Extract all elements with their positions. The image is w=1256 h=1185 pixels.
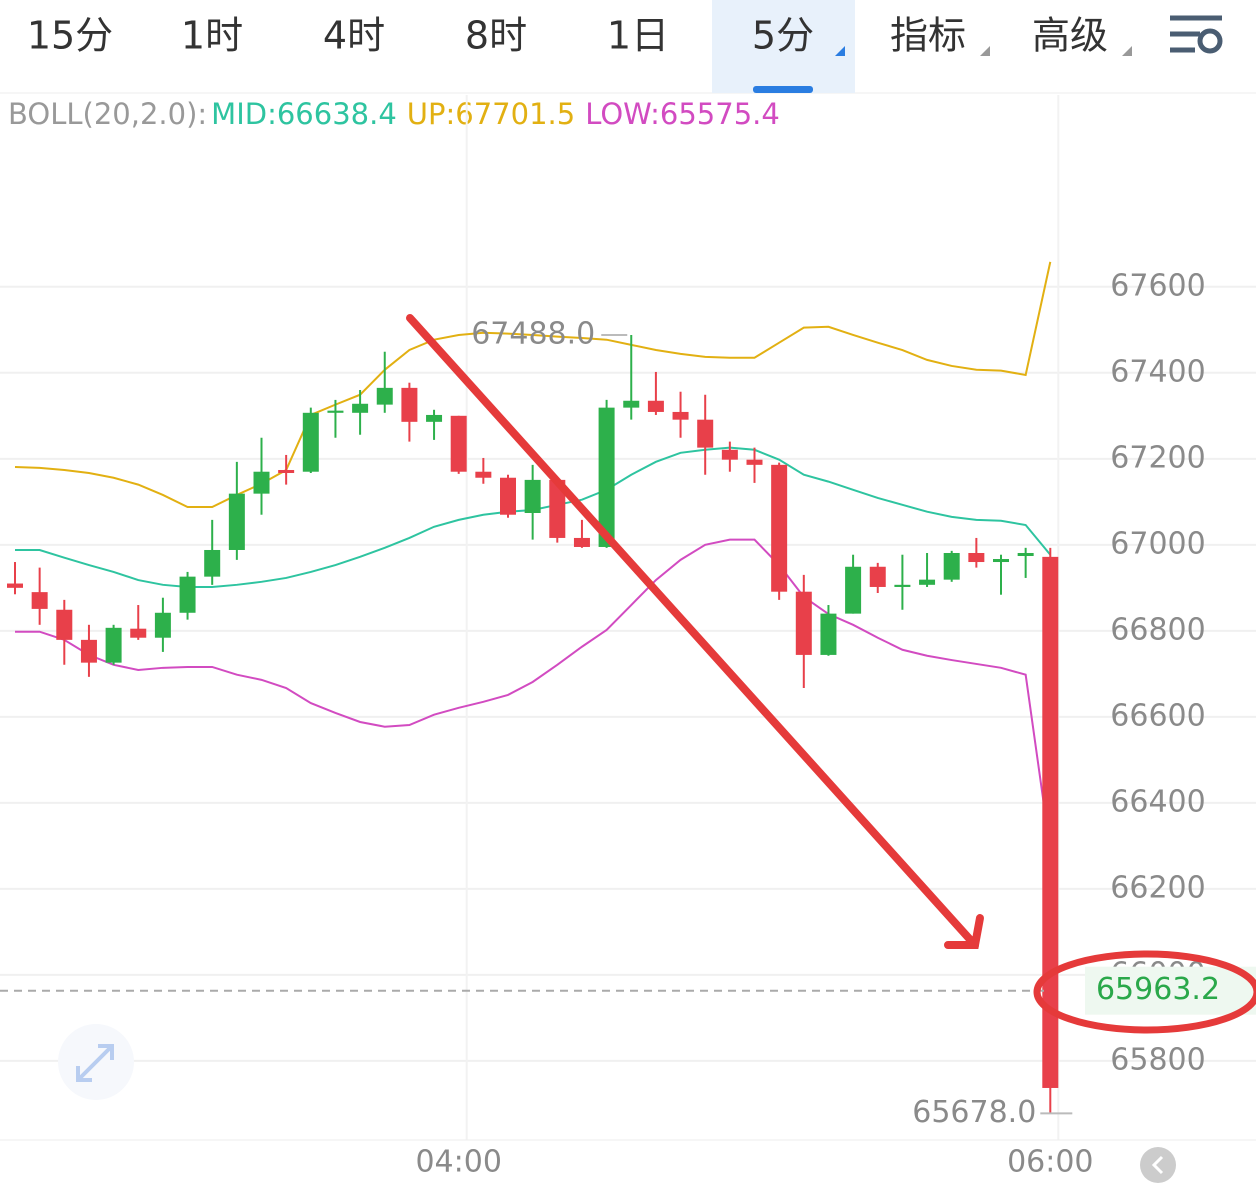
candle-body xyxy=(31,592,48,609)
candle-body xyxy=(352,403,369,413)
candle-body xyxy=(278,469,295,474)
candle-body xyxy=(154,612,171,638)
dropdown-mark xyxy=(1122,46,1132,56)
indicator-name: BOLL(20,2.0): xyxy=(8,97,207,131)
plot: 6580066000662006640066600668006700067200… xyxy=(0,95,1256,1180)
candle-body xyxy=(598,407,615,547)
candle-body xyxy=(524,479,541,513)
candle-body xyxy=(697,419,714,448)
candle-body xyxy=(228,493,245,550)
tab[interactable]: 1日 xyxy=(607,14,669,58)
candle-body xyxy=(919,579,936,585)
candle-body xyxy=(746,459,763,465)
x-tick-label: 04:00 xyxy=(415,1145,501,1180)
candle-body xyxy=(647,400,664,412)
active-tab-indicator xyxy=(753,86,813,93)
last-price-label: 65963.2 xyxy=(1096,972,1220,1007)
tab[interactable]: 4时 xyxy=(323,14,385,58)
y-tick-label: 67600 xyxy=(1110,268,1205,303)
annotation-arrow xyxy=(406,314,984,949)
candle-body xyxy=(795,591,812,655)
expand-icon[interactable] xyxy=(58,1024,134,1100)
candle-body xyxy=(672,411,689,420)
y-tick-label: 66200 xyxy=(1110,870,1205,905)
settings-icon[interactable] xyxy=(1170,15,1223,54)
candle-body xyxy=(130,628,147,638)
tab[interactable]: 1时 xyxy=(181,14,243,58)
y-tick-label: 66400 xyxy=(1110,784,1205,819)
candle-body xyxy=(450,415,467,472)
candle-body xyxy=(943,552,960,580)
min-label: 65678.0 xyxy=(912,1095,1036,1130)
candle-body xyxy=(623,400,640,408)
y-tick-label: 66600 xyxy=(1110,698,1205,733)
tab[interactable]: 5分 xyxy=(752,14,814,58)
candle-body xyxy=(327,410,344,413)
y-tick-label: 65800 xyxy=(1110,1042,1205,1077)
candle-body xyxy=(820,613,837,655)
tabs: 15分 1时 4时 8时 1日 5分 指标 高级 xyxy=(27,0,1132,93)
dropdown-mark xyxy=(835,46,845,56)
candle-body xyxy=(80,639,97,663)
candle-body xyxy=(376,387,393,405)
candle-body xyxy=(7,583,23,588)
tab[interactable]: 15分 xyxy=(27,14,113,58)
candle-body xyxy=(475,471,492,478)
candle-body xyxy=(302,412,319,472)
candle-body xyxy=(1017,552,1034,557)
active-tab-bg xyxy=(712,0,855,93)
indicator-value: UP:67701.5 xyxy=(407,97,575,131)
indicator-value: LOW:65575.4 xyxy=(585,97,780,131)
candle-body xyxy=(573,537,590,547)
candle-body xyxy=(1042,556,1059,1088)
y-tick-label: 67000 xyxy=(1110,526,1205,561)
tab[interactable]: 高级 xyxy=(1032,14,1108,58)
candle-body xyxy=(105,627,122,663)
candle-body xyxy=(500,477,516,515)
y-tick-label: 67200 xyxy=(1110,440,1205,475)
scroll-end-button[interactable] xyxy=(1140,1147,1176,1183)
candle-body xyxy=(721,449,738,460)
candle-body xyxy=(179,576,196,613)
candle-body xyxy=(771,464,788,592)
boll-line xyxy=(14,261,1052,508)
max-label: 67488.0 xyxy=(471,316,595,351)
tab[interactable]: 8时 xyxy=(465,14,527,58)
last-price-box xyxy=(1085,966,1256,1015)
annotation-circle xyxy=(1033,950,1256,1034)
candle-body xyxy=(993,559,1009,563)
tab-bar xyxy=(0,0,1256,93)
dropdown-mark xyxy=(980,46,990,56)
candle-body xyxy=(204,549,221,577)
candle-body xyxy=(968,552,985,563)
candle-body xyxy=(894,584,911,587)
indicator-legend: BOLL(20,2.0): MID:66638.4 UP:67701.5 LOW:65… xyxy=(8,97,780,131)
candle-body xyxy=(845,566,862,614)
x-tick-label: 06:00 xyxy=(1007,1145,1093,1180)
candle-body xyxy=(253,471,270,494)
candle-body xyxy=(549,479,566,538)
tab[interactable]: 指标 xyxy=(890,14,966,58)
candle-body xyxy=(869,566,886,587)
candle-body xyxy=(56,609,73,640)
boll-line xyxy=(15,538,1052,851)
candle-body xyxy=(426,414,443,422)
y-tick-label: 67400 xyxy=(1110,354,1205,389)
y-tick-label: 66800 xyxy=(1110,612,1205,647)
candle-body xyxy=(401,387,418,422)
indicator-value: MID:66638.4 xyxy=(211,97,397,131)
